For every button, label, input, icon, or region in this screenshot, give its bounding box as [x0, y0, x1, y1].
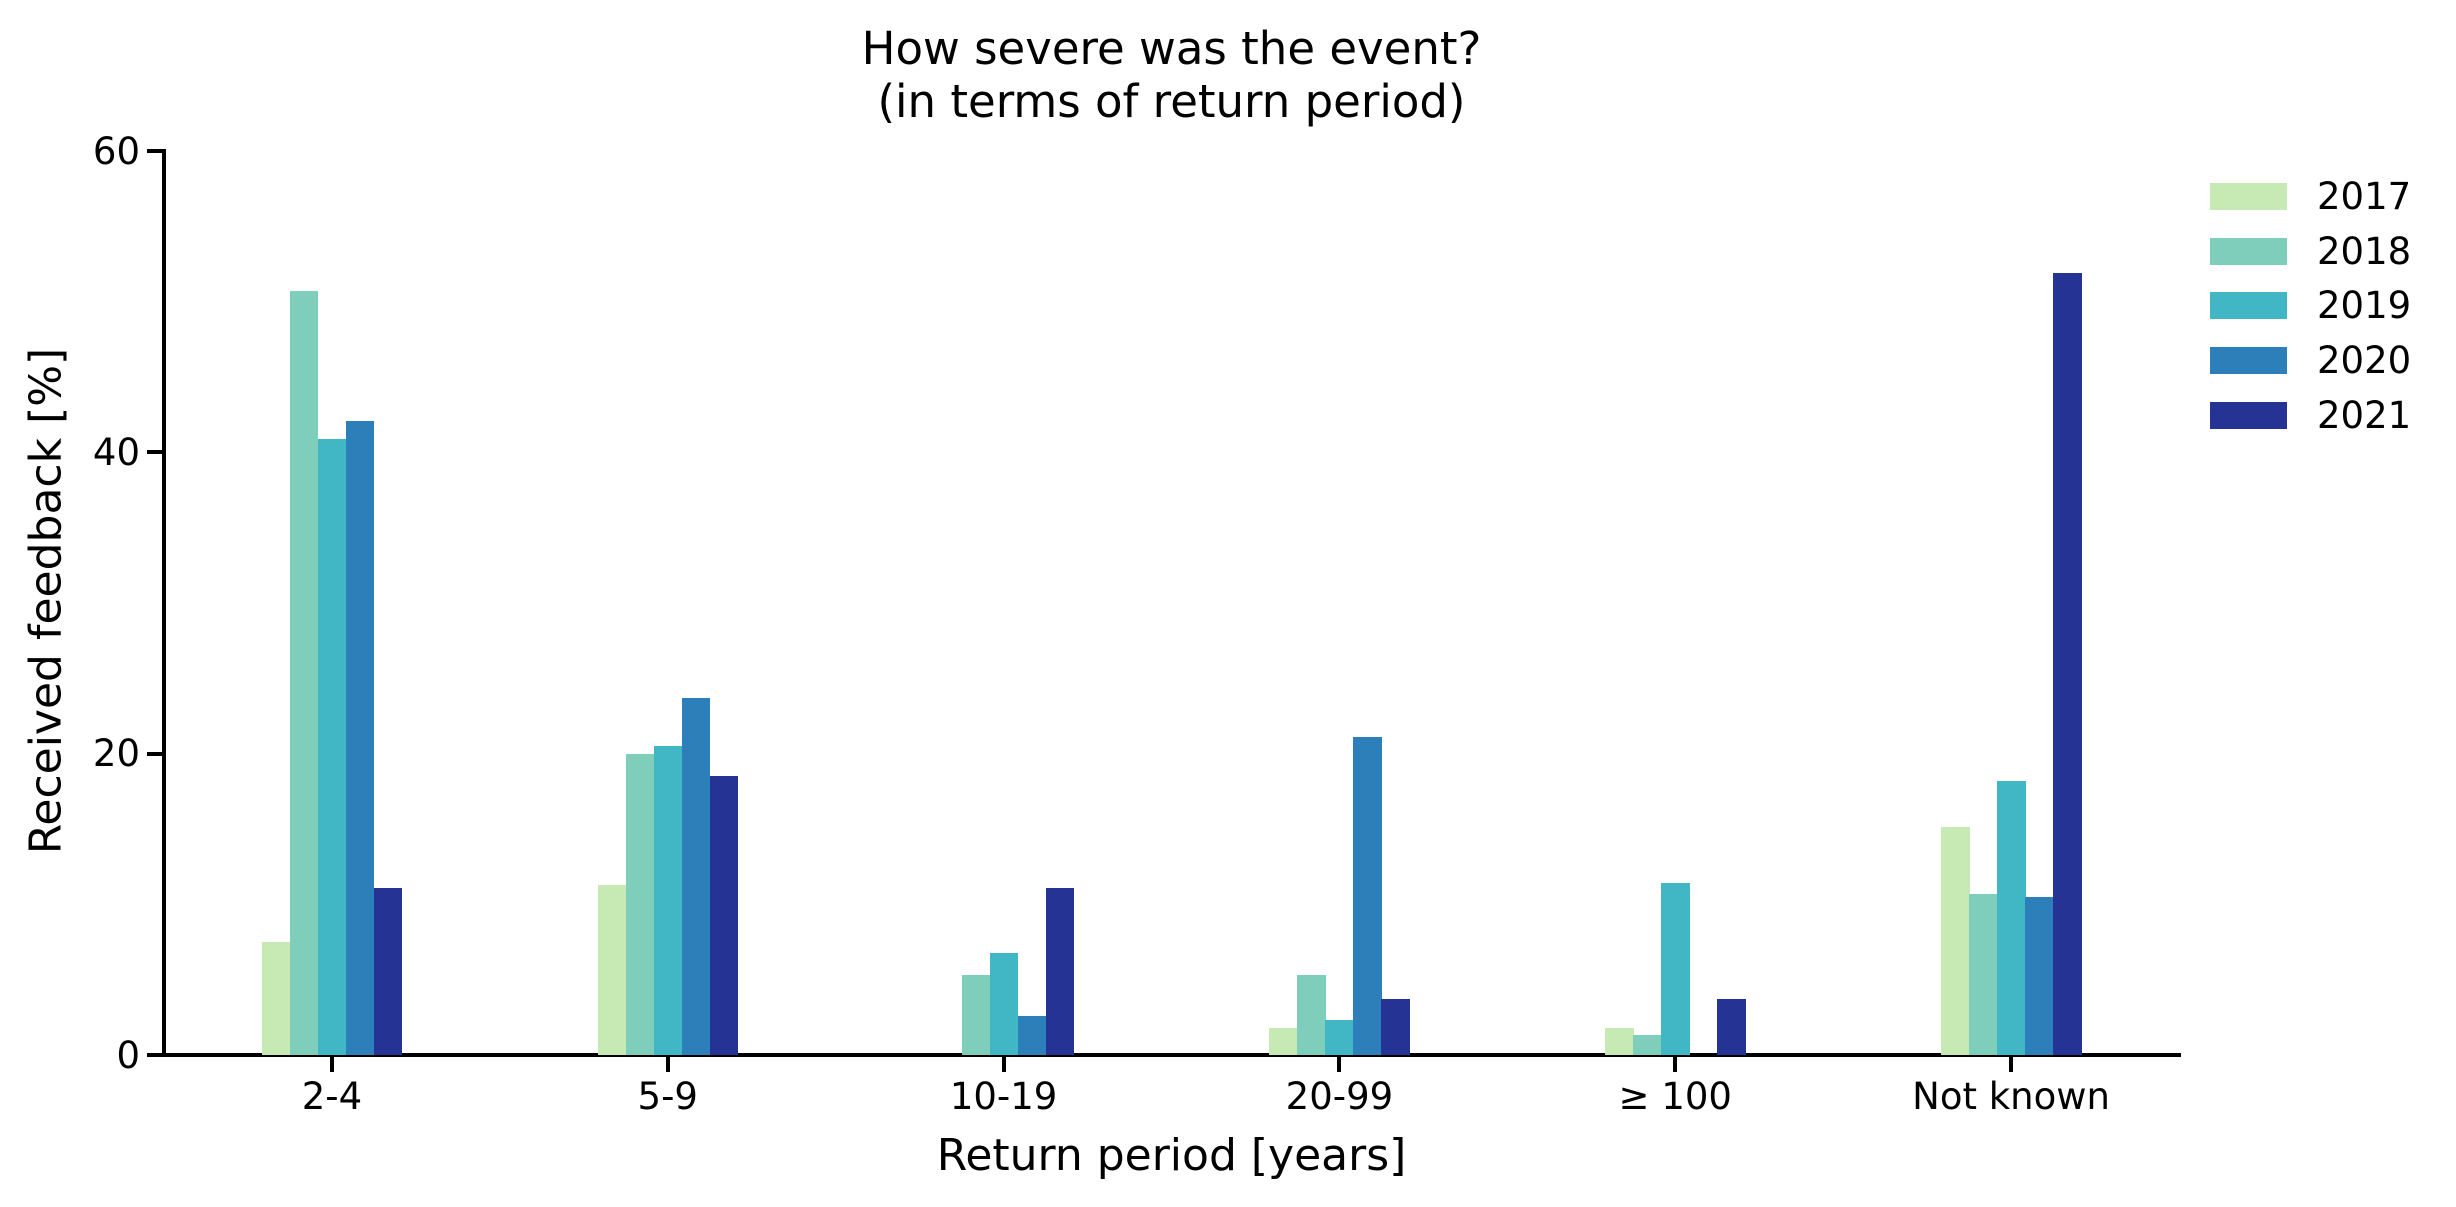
x-tick-mark: [1001, 1057, 1006, 1072]
bar-2018-2-4: [289, 291, 319, 1055]
legend-swatch-2019: [2210, 292, 2287, 320]
x-axis-spine: [162, 1053, 2181, 1057]
legend-label-2018: 2018: [2317, 229, 2412, 273]
x-tick-label-2: 5-9: [637, 1075, 698, 1118]
legend-swatch-2021: [2210, 401, 2287, 429]
bar-2020-Not known: [2025, 896, 2054, 1055]
x-tick-label-6: Not known: [1912, 1075, 2110, 1118]
bar-2019-5-9: [653, 746, 683, 1055]
bar-2018-5-9: [625, 753, 655, 1055]
x-tick-mark: [2009, 1057, 2014, 1072]
chart-title-line1: How severe was the event?: [861, 22, 1482, 75]
bar-2020-2-4: [345, 420, 375, 1055]
legend-swatch-2018: [2210, 237, 2287, 265]
bar-2019-2-4: [317, 438, 347, 1055]
x-tick-label-4: 20-99: [1285, 1075, 1394, 1118]
bar-2017-5-9: [597, 884, 627, 1055]
y-axis-spine: [162, 149, 166, 1057]
bar-2021-Not known: [2053, 273, 2082, 1055]
x-tick-label-5: ≥ 100: [1618, 1075, 1732, 1118]
x-tick-label-3: 10-19: [949, 1075, 1058, 1118]
bar-2018-20-99: [1297, 975, 1326, 1055]
bar-2021-2-4: [373, 887, 403, 1055]
bar-2019-≥ 100: [1661, 883, 1690, 1055]
chart-title-line2: (in terms of return period): [877, 75, 1466, 128]
y-tick-mark: [147, 751, 162, 756]
x-tick-mark: [665, 1057, 670, 1072]
y-tick-mark: [147, 149, 162, 153]
bar-2019-Not known: [1997, 780, 2026, 1055]
bar-2020-20-99: [1353, 737, 1382, 1055]
x-axis-label: Return period [years]: [936, 1130, 1407, 1181]
bar-2018-10-19: [961, 975, 991, 1055]
bar-2019-20-99: [1325, 1020, 1354, 1055]
y-tick-label: 40: [92, 430, 140, 474]
bar-2021-20-99: [1381, 999, 1410, 1055]
bar-2018-≥ 100: [1633, 1035, 1662, 1055]
x-tick-mark: [1337, 1057, 1342, 1072]
legend-label-2017: 2017: [2317, 175, 2412, 219]
bar-2020-5-9: [681, 697, 711, 1055]
bar-2017-20-99: [1269, 1027, 1298, 1055]
bar-2017-Not known: [1941, 827, 1970, 1055]
y-tick-label: 0: [116, 1033, 140, 1077]
x-tick-label-1: 2-4: [301, 1075, 363, 1118]
y-tick-mark: [147, 450, 162, 455]
legend-swatch-2020: [2210, 346, 2287, 374]
bar-2018-Not known: [1969, 893, 1998, 1055]
bar-2021-≥ 100: [1717, 999, 1746, 1055]
x-tick-mark: [1673, 1057, 1678, 1072]
bar-2017-≥ 100: [1605, 1027, 1634, 1055]
x-tick-mark: [329, 1057, 334, 1072]
y-axis-label: Received feedback [%]: [20, 347, 72, 855]
legend-label-2019: 2019: [2317, 284, 2412, 328]
y-tick-mark: [147, 1053, 162, 1057]
bar-2019-10-19: [989, 952, 1019, 1055]
legend-label-2021: 2021: [2317, 393, 2412, 437]
bar-2021-10-19: [1045, 887, 1075, 1055]
y-tick-label: 20: [92, 732, 140, 776]
y-tick-label: 60: [92, 129, 140, 173]
legend-label-2020: 2020: [2317, 338, 2412, 382]
bar-2017-2-4: [261, 942, 291, 1055]
chart-title: How severe was the event? (in terms of r…: [164, 22, 2179, 128]
bar-2021-5-9: [709, 776, 739, 1055]
legend-swatch-2017: [2210, 183, 2287, 211]
bar-2020-10-19: [1017, 1015, 1047, 1055]
